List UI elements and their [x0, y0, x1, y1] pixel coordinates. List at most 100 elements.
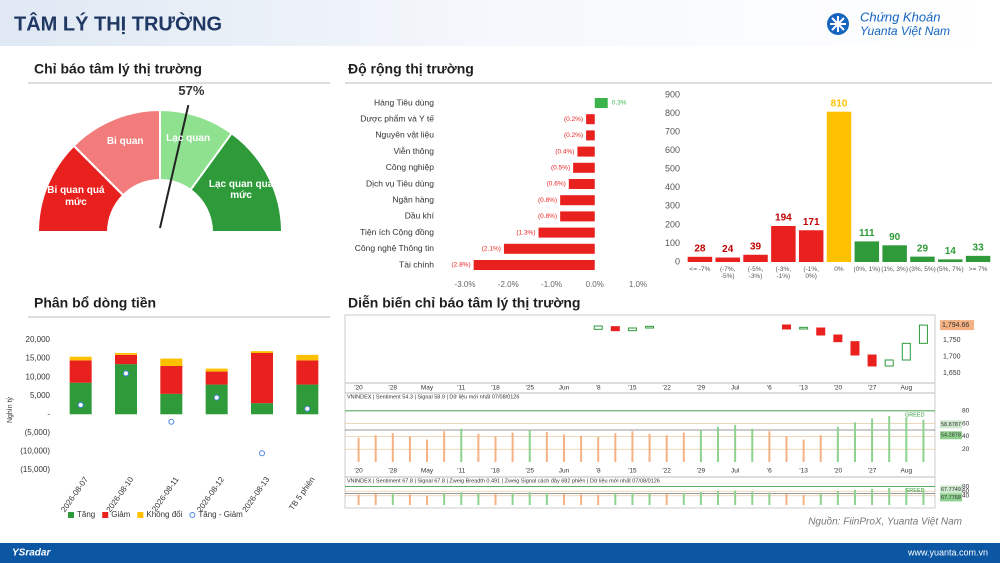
indicator-bar [614, 493, 617, 505]
legend-swatch [102, 512, 109, 518]
y-tick-label: 200 [665, 219, 680, 229]
bar [568, 179, 595, 189]
indicator-bar [802, 439, 805, 462]
candle-body [799, 326, 809, 330]
section-title: Phân bổ dòng tiền [34, 295, 156, 311]
bar [965, 255, 991, 262]
x-tick-label: <= -7% [689, 266, 711, 273]
bar [538, 227, 595, 238]
y-tick-label: 20 [962, 446, 970, 453]
bar [882, 245, 907, 262]
candle-body [610, 326, 620, 332]
x-tick-label: (-7%, -5%) [719, 266, 736, 281]
category-label: Tài chính [399, 259, 434, 269]
candle-body [593, 325, 603, 330]
x-tick-label: (1%, 3%) [881, 266, 908, 273]
indicator-bar [648, 493, 651, 505]
gauge-label: Bi quan [106, 135, 144, 147]
footer-website: www.yuanta.com.vn [907, 547, 988, 557]
y-tick-label: 800 [665, 108, 680, 118]
y-tick-label: 1,750 [943, 337, 961, 344]
candle-body [918, 324, 928, 344]
x-tick-label: Jun [559, 385, 570, 392]
indicator-bar [768, 431, 771, 462]
x-tick-label: 2026-08-07 [59, 475, 90, 514]
indicator-bar [511, 493, 514, 505]
y-tick-label: 700 [665, 126, 680, 136]
y-tick-label: 15,000 [26, 354, 51, 363]
value-label: 29 [917, 243, 929, 254]
x-tick-label: '22 [662, 468, 671, 475]
value-tag [940, 493, 962, 502]
indicator-bar [665, 435, 668, 462]
x-tick-label: Jul [731, 468, 740, 475]
value-label: (0.2%) [564, 116, 583, 123]
last-price-tag [940, 320, 974, 331]
bar-segment [69, 360, 92, 383]
y-tick-label: - [47, 409, 50, 418]
x-tick-label: -2.0% [498, 280, 519, 289]
indicator-bar [460, 492, 463, 505]
y-tick-label: 5,000 [30, 391, 51, 400]
bar-segment [69, 356, 92, 361]
gauge-needle [159, 104, 190, 229]
indicator-bar [374, 435, 377, 462]
y-tick-label: 100 [665, 238, 680, 248]
logo-mark [830, 16, 846, 32]
indicator-bar [562, 434, 565, 462]
bar-segment [160, 358, 183, 366]
x-tick-label: '20 [834, 468, 843, 475]
net-marker [213, 394, 220, 401]
y-tick-label: 300 [665, 201, 680, 211]
x-tick-label: '11 [457, 385, 465, 392]
indicator-bar [853, 489, 856, 505]
bar [743, 254, 768, 262]
value-label: 194 [775, 213, 792, 224]
indicator-bar [391, 493, 394, 505]
y-tick-label: 1,700 [943, 354, 961, 361]
indicator-bar [853, 422, 856, 462]
indicator-bar [545, 431, 548, 462]
indicator-bar [408, 494, 411, 505]
value-label: (0.2%) [564, 132, 583, 139]
bar-segment [251, 403, 273, 415]
y-tick-label: 900 [665, 89, 680, 99]
x-tick-label: (5%, 7%) [936, 266, 964, 273]
x-tick-label: (3%, 5%) [909, 266, 936, 273]
indicator-bar [477, 493, 480, 505]
indicator-bar [631, 431, 634, 462]
indicator-bar [494, 436, 497, 462]
x-tick-label: 2026-08-11 [150, 475, 181, 514]
bar [586, 114, 595, 125]
indicator-bar [682, 432, 685, 462]
value-label: 90 [889, 232, 901, 243]
net-marker [304, 405, 311, 412]
gauge-label: Lạc quan [166, 133, 211, 145]
x-tick-label: 0.0% [586, 280, 604, 289]
x-tick-label: '18 [491, 468, 500, 475]
indicator-bar [460, 428, 463, 462]
candle-body [782, 324, 791, 330]
x-tick-label: '11 [457, 468, 465, 475]
category-label: Viễn thông [394, 146, 435, 156]
x-tick-label: TB 5 phiên [287, 475, 317, 512]
legend-swatch [68, 512, 74, 518]
gauge-segment [189, 131, 284, 233]
y-tick-label: 80 [962, 408, 970, 415]
x-tick-label: (-1%, 0%) [803, 266, 819, 281]
x-tick-label: '6 [767, 468, 772, 475]
indicator-bar [665, 493, 668, 505]
bar [573, 162, 595, 173]
indicator-bar [699, 430, 702, 462]
y-tick-label: 60 [962, 420, 970, 427]
bar-segment [160, 366, 183, 394]
x-tick-label: '22 [662, 385, 671, 392]
footer-brand: YSradar [12, 548, 51, 559]
page-title: TÂM LÝ THỊ TRƯỜNG [14, 11, 222, 35]
bar [594, 98, 608, 108]
legend-swatch [137, 512, 144, 518]
x-tick-label: '25 [525, 385, 534, 392]
y-axis-title: Nghìn tỷ [7, 396, 14, 423]
